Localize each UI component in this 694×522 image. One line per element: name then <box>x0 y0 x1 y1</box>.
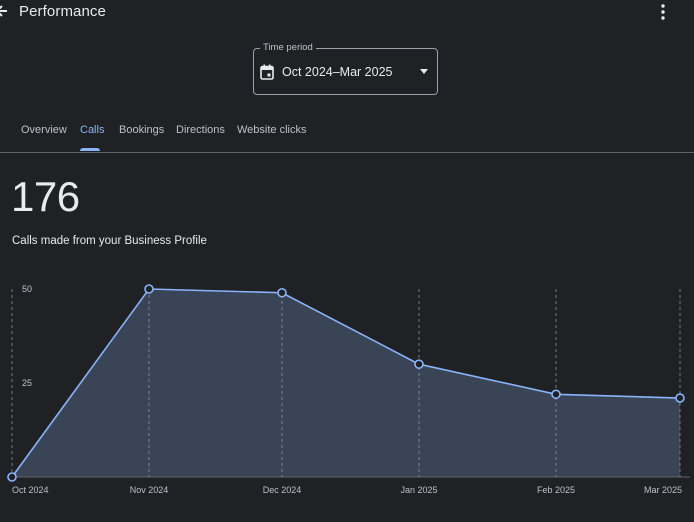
dropdown-arrow-icon <box>420 69 428 74</box>
tab-overview[interactable]: Overview <box>21 124 67 136</box>
time-period-select[interactable]: Time period Oct 2024–Mar 2025 <box>253 48 438 95</box>
arrow-back-icon[interactable] <box>0 2 8 20</box>
active-tab-indicator <box>80 148 100 151</box>
more-vert-icon[interactable] <box>656 3 670 21</box>
time-period-label: Time period <box>260 42 316 53</box>
time-period-value: Oct 2024–Mar 2025 <box>282 65 393 79</box>
data-point-3[interactable] <box>415 360 423 368</box>
data-point-4[interactable] <box>552 390 560 398</box>
data-point-5[interactable] <box>676 394 684 402</box>
page-title: Performance <box>19 3 106 20</box>
x-tick-label-0: Oct 2024 <box>12 485 49 495</box>
data-point-2[interactable] <box>278 289 286 297</box>
x-tick-label-2: Dec 2024 <box>263 485 302 495</box>
tab-bar: Overview Calls Bookings Directions Websi… <box>0 118 694 153</box>
x-tick-label-5: Mar 2025 <box>644 485 682 495</box>
tab-directions[interactable]: Directions <box>176 124 225 136</box>
calls-area-fill <box>12 289 680 477</box>
total-calls-caption: Calls made from your Business Profile <box>12 235 207 247</box>
x-tick-label-4: Feb 2025 <box>537 485 575 495</box>
calendar-icon <box>260 64 274 80</box>
calls-area-chart: 50 25 Oct 2024 Nov 2024 Dec 2024 Jan 2025 Feb … <box>0 270 694 502</box>
data-point-0[interactable] <box>8 473 16 481</box>
data-point-1[interactable] <box>145 285 153 293</box>
tab-calls[interactable]: Calls <box>80 124 104 136</box>
x-tick-label-1: Nov 2024 <box>130 485 169 495</box>
y-tick-label-0: 50 <box>22 284 32 294</box>
app-header: Performance <box>0 0 694 26</box>
tab-website-clicks[interactable]: Website clicks <box>237 124 306 136</box>
tab-bookings[interactable]: Bookings <box>119 124 164 136</box>
performance-page: Performance Time period Oct 2024–Mar 202… <box>0 0 694 522</box>
total-calls-count: 176 <box>11 173 80 221</box>
y-tick-label-1: 25 <box>22 378 32 388</box>
x-tick-label-3: Jan 2025 <box>400 485 437 495</box>
